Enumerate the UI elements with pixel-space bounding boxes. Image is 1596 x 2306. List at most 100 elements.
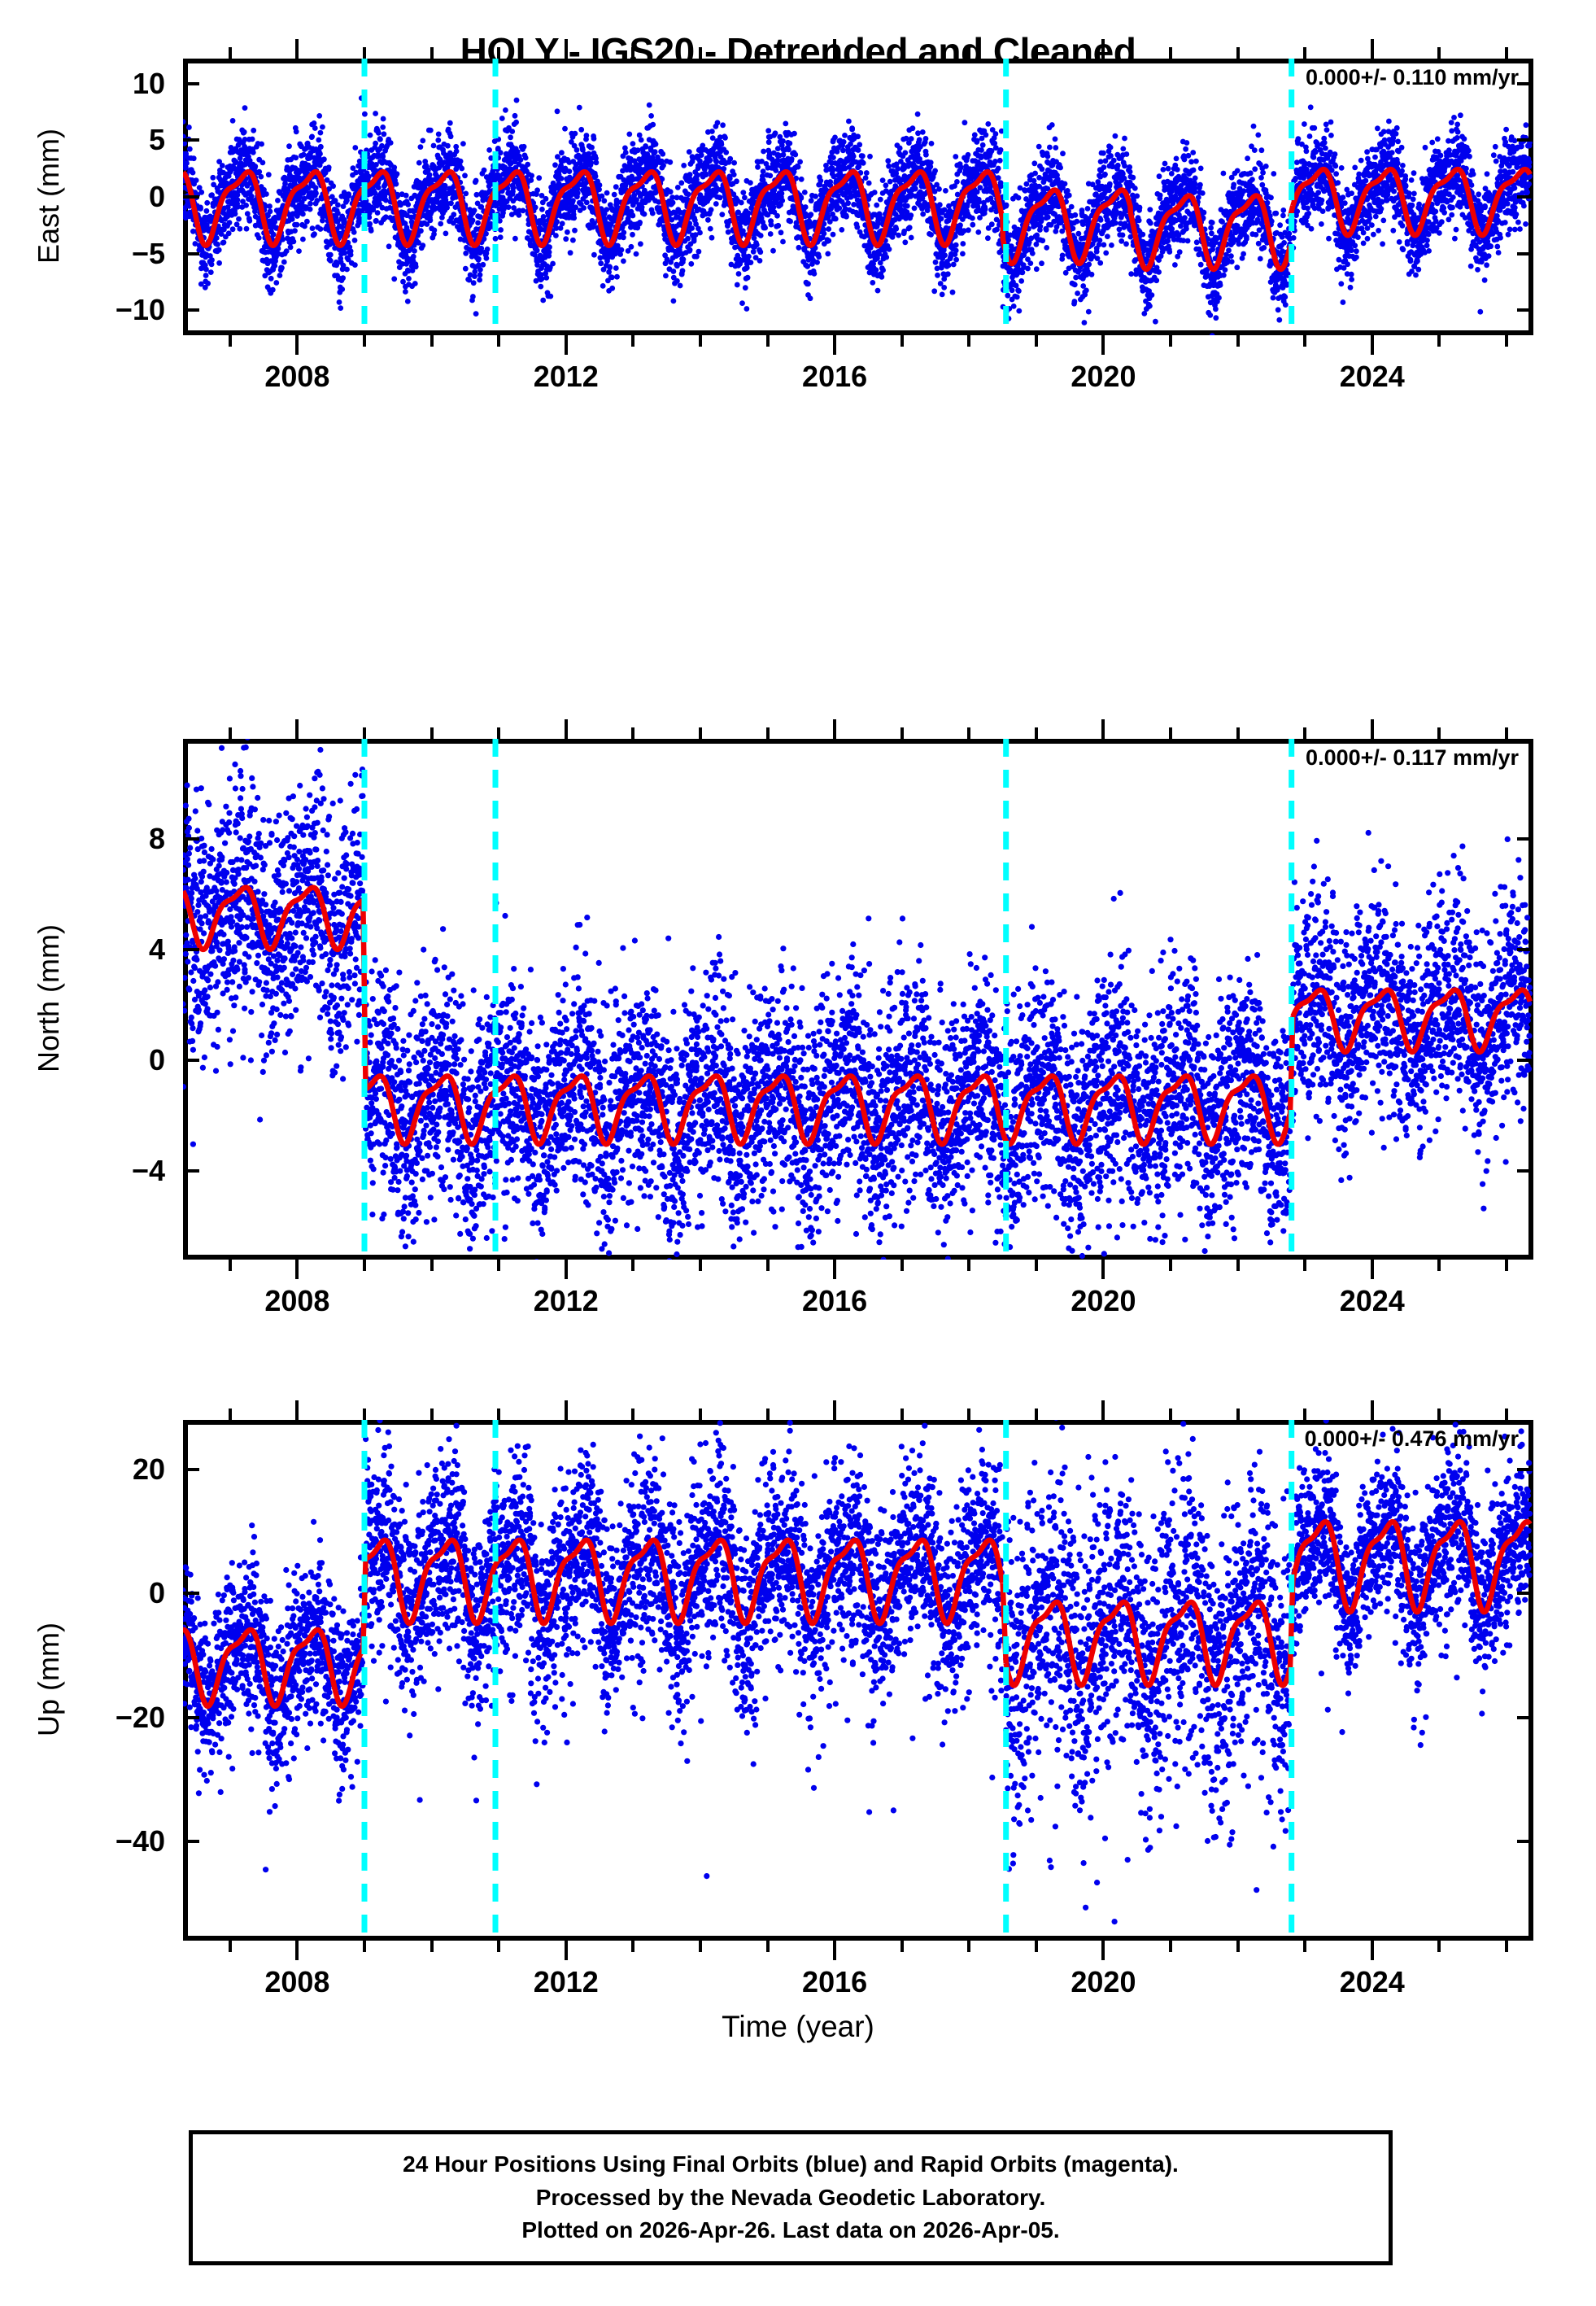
east-xtick-mark-top <box>1034 47 1038 59</box>
up-xtick-mark-top <box>698 1408 702 1420</box>
north-ytick-mark <box>1517 1058 1533 1062</box>
up-xtick-mark-top <box>497 1408 501 1420</box>
east-ytick-mark <box>1517 195 1533 199</box>
up-xtick-mark <box>1034 1941 1038 1952</box>
east-xtick-mark <box>833 335 837 355</box>
north-ytick-label: 4 <box>0 932 165 967</box>
up-xtick-mark-top <box>564 1400 568 1420</box>
north-xtick-mark-top <box>1437 727 1441 739</box>
east-xtick-mark-top <box>228 47 232 59</box>
east-xtick-mark-top <box>900 47 904 59</box>
north-ytick-mark <box>183 1169 199 1173</box>
up-axis-label: Up (mm) <box>32 1419 66 1940</box>
up-xtick-mark-top <box>430 1408 434 1420</box>
up-ytick-mark <box>183 1592 199 1596</box>
up-ytick-mark <box>1517 1592 1533 1596</box>
east-xtick-label: 2012 <box>534 360 599 394</box>
north-xtick-mark-top <box>362 727 366 739</box>
up-xtick-mark-top <box>1236 1408 1240 1420</box>
east-xtick-label: 2016 <box>802 360 867 394</box>
east-xtick-mark-top <box>1101 39 1105 59</box>
east-xtick-label: 2020 <box>1071 360 1136 394</box>
east-xtick-mark <box>1437 335 1441 347</box>
panel-north: 0.000+/- 0.117 mm/yr <box>183 739 1533 1260</box>
east-xtick-mark <box>430 335 434 347</box>
up-xtick-mark <box>1370 1941 1374 1960</box>
up-xtick-mark-top <box>1034 1408 1038 1420</box>
north-xtick-mark <box>833 1260 837 1279</box>
east-xtick-mark <box>295 335 299 355</box>
up-ytick-label: −20 <box>0 1701 165 1735</box>
up-xtick-mark-top <box>1504 1408 1508 1420</box>
north-ytick-label: 0 <box>0 1043 165 1077</box>
east-xtick-mark <box>900 335 904 347</box>
north-ytick-mark <box>1517 1169 1533 1173</box>
up-xtick-mark <box>765 1941 770 1952</box>
up-ytick-label: −40 <box>0 1824 165 1858</box>
east-xtick-mark <box>1504 335 1508 347</box>
north-ytick-mark <box>1517 947 1533 951</box>
up-ytick-mark <box>183 1840 199 1844</box>
east-axis-label: East (mm) <box>32 58 66 334</box>
north-xtick-mark <box>1101 1260 1105 1279</box>
north-xtick-mark-top <box>564 719 568 739</box>
north-xtick-mark <box>430 1260 434 1271</box>
up-xtick-mark <box>1236 1941 1240 1952</box>
up-xtick-mark <box>698 1941 702 1952</box>
up-xtick-mark <box>1101 1941 1105 1960</box>
north-xtick-mark <box>1504 1260 1508 1271</box>
east-xtick-mark <box>1370 335 1374 355</box>
east-ytick-mark <box>1517 138 1533 142</box>
east-xtick-mark <box>967 335 971 347</box>
north-ytick-mark <box>183 1058 199 1062</box>
up-xtick-label: 2008 <box>264 1965 329 1999</box>
north-xtick-mark-top <box>698 727 702 739</box>
east-xtick-mark-top <box>1370 39 1374 59</box>
east-ytick-mark <box>1517 81 1533 85</box>
north-ytick-mark <box>1517 836 1533 841</box>
east-xtick-mark <box>631 335 635 347</box>
up-xtick-mark-top <box>833 1400 837 1420</box>
up-ytick-mark <box>1517 1715 1533 1719</box>
up-xtick-mark-top <box>1169 1408 1173 1420</box>
up-xtick-mark <box>1504 1941 1508 1952</box>
north-xtick-mark-top <box>1169 727 1173 739</box>
east-ytick-mark <box>1517 308 1533 312</box>
north-xtick-label: 2016 <box>802 1284 867 1318</box>
up-xtick-mark-top <box>228 1408 232 1420</box>
east-xtick-mark-top <box>1236 47 1240 59</box>
north-xtick-mark-top <box>833 719 837 739</box>
north-xtick-mark-top <box>1370 719 1374 739</box>
north-xtick-mark-top <box>900 727 904 739</box>
east-rate-annotation: 0.000+/- 0.110 mm/yr <box>1306 65 1519 90</box>
north-xtick-mark <box>295 1260 299 1279</box>
north-xtick-mark-top <box>1303 727 1307 739</box>
footer-line-orbits: 24 Hour Positions Using Final Orbits (bl… <box>403 2148 1179 2182</box>
x-axis-label: Time (year) <box>0 2010 1596 2044</box>
north-xtick-mark <box>631 1260 635 1271</box>
footer-line-processor: Processed by the Nevada Geodetic Laborat… <box>536 2182 1046 2215</box>
east-xtick-mark <box>228 335 232 347</box>
east-xtick-mark <box>362 335 366 347</box>
east-xtick-label: 2008 <box>264 360 329 394</box>
north-xtick-mark <box>228 1260 232 1271</box>
up-xtick-mark <box>833 1941 837 1960</box>
up-xtick-mark <box>430 1941 434 1952</box>
up-xtick-mark <box>228 1941 232 1952</box>
north-xtick-mark <box>698 1260 702 1271</box>
panel-east-plot-area <box>183 59 1533 335</box>
north-xtick-mark-top <box>430 727 434 739</box>
east-xtick-mark-top <box>430 47 434 59</box>
north-xtick-mark <box>1169 1260 1173 1271</box>
east-xtick-mark <box>1101 335 1105 355</box>
east-xtick-mark-top <box>698 47 702 59</box>
north-xtick-mark-top <box>1101 719 1105 739</box>
up-xtick-label: 2012 <box>534 1965 599 1999</box>
up-ytick-mark <box>1517 1840 1533 1844</box>
east-xtick-mark <box>1236 335 1240 347</box>
east-xtick-label: 2024 <box>1340 360 1405 394</box>
north-xtick-mark-top <box>1034 727 1038 739</box>
east-xtick-mark <box>765 335 770 347</box>
north-xtick-mark-top <box>765 727 770 739</box>
